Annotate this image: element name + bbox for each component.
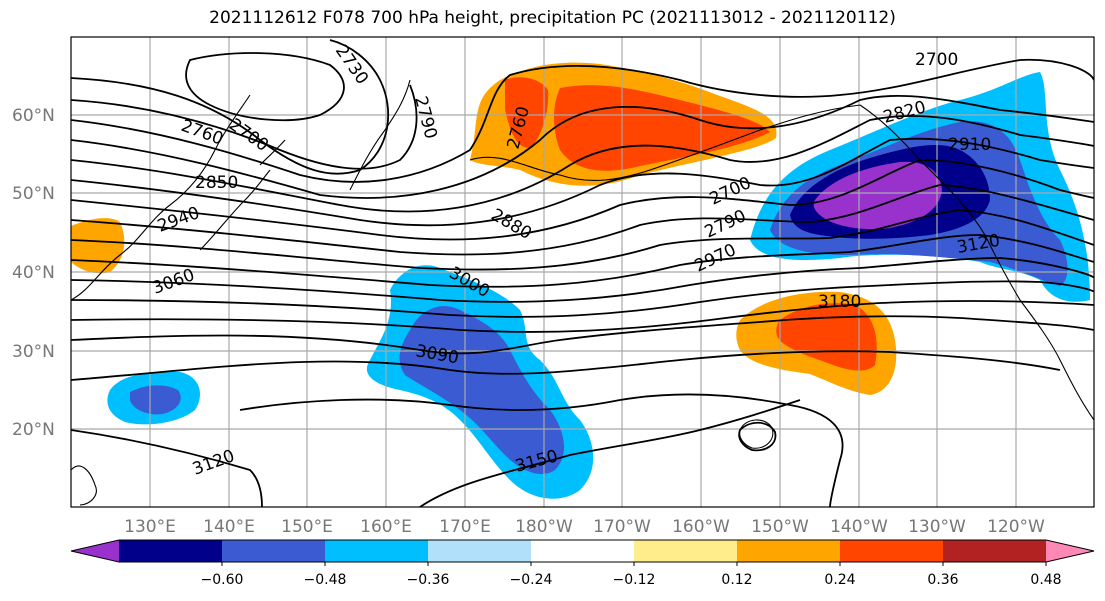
colorbar-tick-label: 0.12: [721, 572, 752, 588]
colorbar-tick-label: −0.60: [201, 572, 244, 588]
colorbar-bin: [840, 540, 944, 562]
colorbar: −0.60 −0.48 −0.36 −0.24 −0.12 0.12 0.24 0.36 0.4…: [70, 539, 1095, 588]
colorbar-tick-label: −0.12: [613, 572, 656, 588]
longitude-labels: 130°E 140°E 150°E 160°E 170°E 180°W 170°…: [124, 517, 1045, 537]
colorbar-tick-label: 0.48: [1030, 572, 1061, 588]
coast-kamchatka: [349, 79, 411, 191]
colorbar-bin: [119, 540, 223, 562]
coast-alaska: [469, 104, 861, 181]
precip-shading: [71, 62, 1090, 499]
lon-label-160e: 160°E: [360, 517, 412, 537]
lon-label-160w: 160°W: [672, 517, 730, 537]
coast-east-asia: [71, 94, 251, 301]
colorbar-bin: [222, 540, 326, 562]
coast-philippines: [71, 465, 97, 506]
contour-label-2850: 2850: [195, 173, 238, 193]
lon-label-180w: 180°W: [515, 517, 573, 537]
lon-label-140w: 140°W: [830, 517, 888, 537]
map-title: 2021112612 F078 700 hPa height, precipit…: [209, 8, 896, 28]
contour-label-2700: 2700: [915, 50, 958, 70]
lon-label-150w: 150°W: [751, 517, 809, 537]
colorbar-extend-high: [1046, 540, 1094, 562]
contour-label-3180: 3180: [818, 292, 861, 312]
colorbar-tick-label: 0.24: [824, 572, 855, 588]
medium-negative-west: [130, 385, 181, 415]
colorbar-bin: [634, 540, 738, 562]
strong-positive-subtropics: [776, 303, 877, 371]
lon-label-120w: 120°W: [987, 517, 1045, 537]
medium-negative-central: [399, 306, 565, 475]
lat-label-20n: 20°N: [12, 420, 55, 440]
colorbar-extend-low: [71, 540, 119, 562]
positive-anomaly-japan: [71, 218, 125, 274]
colorbar-tick-label: −0.24: [510, 572, 553, 588]
colorbar-bin: [531, 540, 635, 562]
colorbar-bin: [428, 540, 532, 562]
lon-label-130w: 130°W: [908, 517, 966, 537]
coast-hawaii: [739, 419, 774, 449]
positive-anomaly-bering: [505, 77, 549, 148]
colorbar-tick-label: 0.36: [927, 572, 958, 588]
colorbar-bin: [737, 540, 841, 562]
height-contours: [71, 39, 1094, 507]
strongest-negative-gulf: [813, 161, 942, 230]
lon-label-140e: 140°E: [203, 517, 255, 537]
colorbar-outline: [70, 539, 1095, 563]
lon-label-130e: 130°E: [124, 517, 176, 537]
lat-label-60n: 60°N: [12, 106, 55, 126]
lon-label-170e: 170°E: [439, 517, 491, 537]
latitude-labels: 60°N 50°N 40°N 30°N 20°N: [12, 106, 55, 440]
lon-label-170w: 170°W: [593, 517, 651, 537]
colorbar-bin: [943, 540, 1047, 562]
plot-frame: [70, 36, 1095, 508]
lat-label-30n: 30°N: [12, 342, 55, 362]
lat-label-50n: 50°N: [12, 184, 55, 204]
contour-label-2910: 2910: [948, 135, 991, 155]
lat-label-40n: 40°N: [12, 263, 55, 283]
colorbar-tick-label: −0.48: [304, 572, 347, 588]
colorbar-tick-label: −0.36: [407, 572, 450, 588]
map-plot: 2700 2730 2760 2790 2820 2850 2880 2910 …: [71, 37, 1094, 507]
colorbar-bin: [325, 540, 429, 562]
lon-label-150e: 150°E: [281, 517, 333, 537]
